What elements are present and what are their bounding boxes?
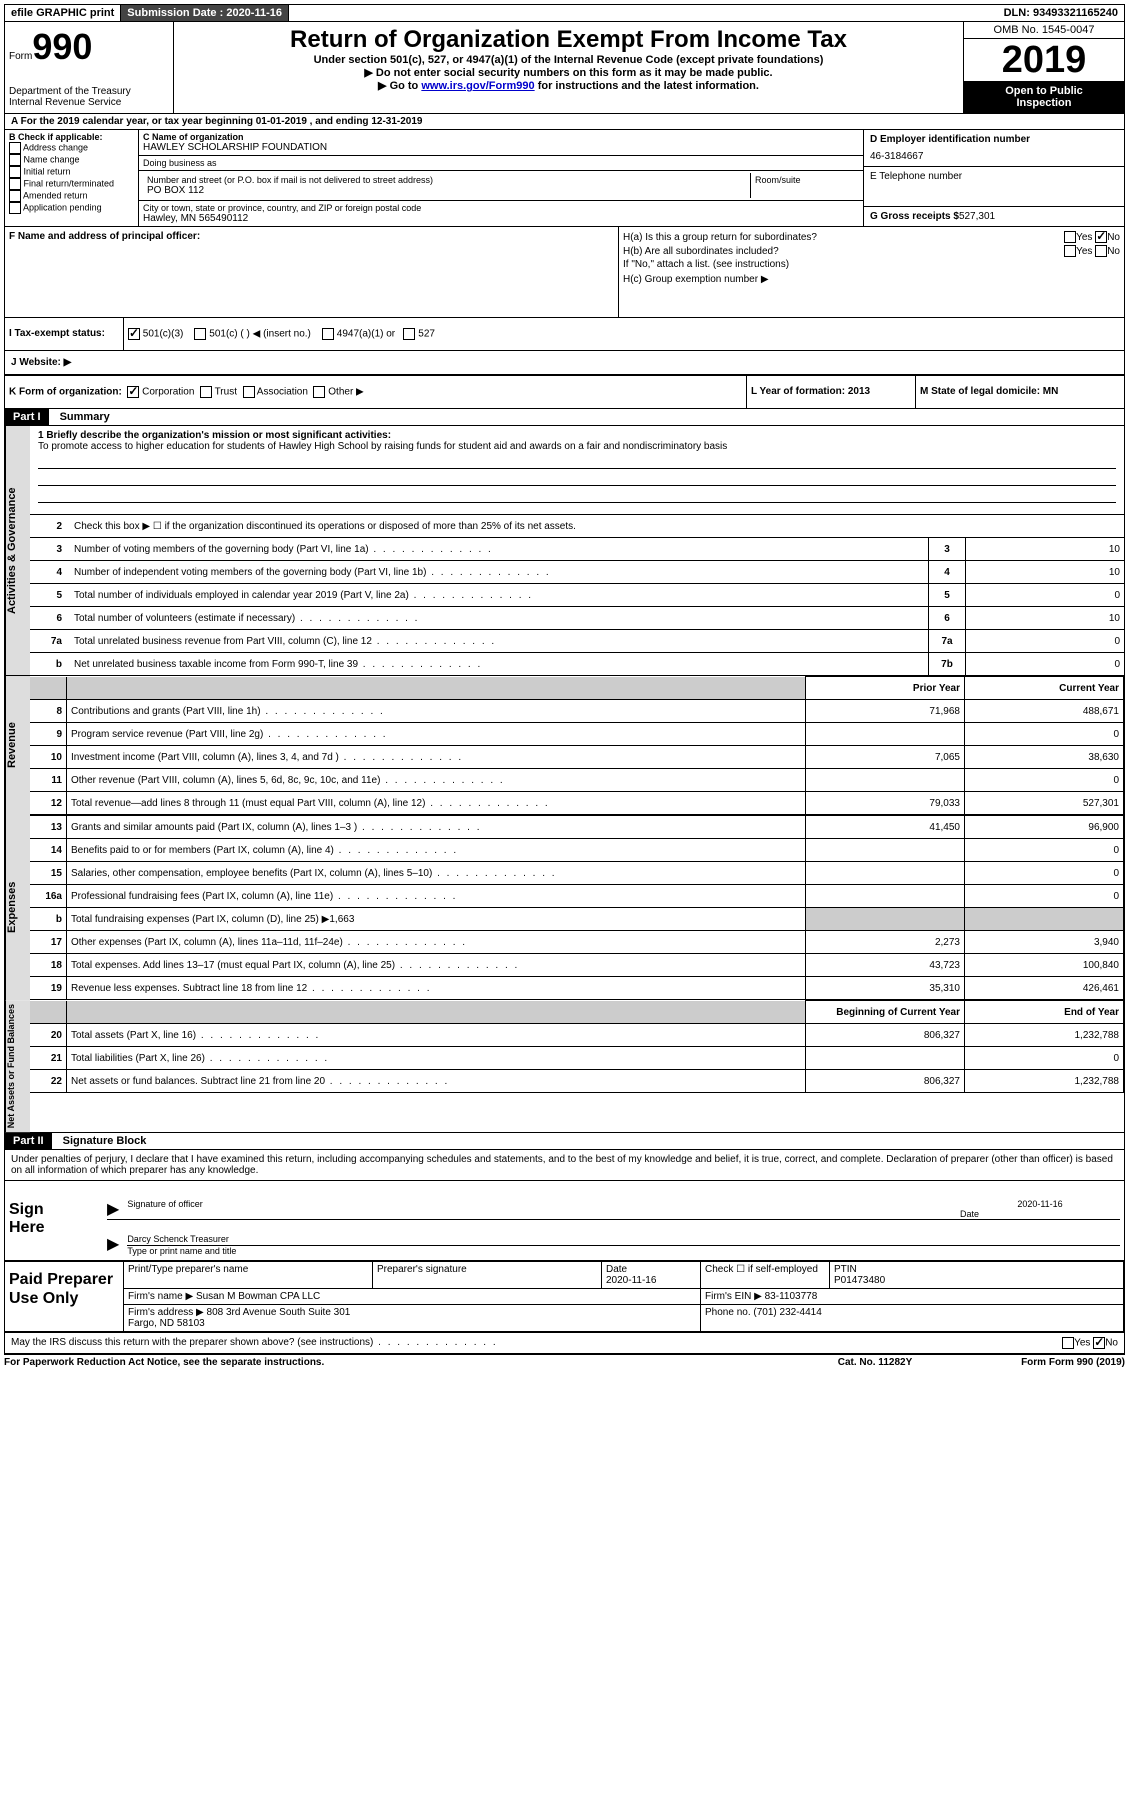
instructions-link[interactable]: www.irs.gov/Form990: [421, 80, 534, 92]
revenue-block: Revenue Prior YearCurrent Year8Contribut…: [5, 676, 1124, 815]
form-title: Return of Organization Exempt From Incom…: [178, 26, 959, 54]
irs-discuss: May the IRS discuss this return with the…: [5, 1333, 1124, 1354]
row-klm: K Form of organization: Corporation Trus…: [5, 376, 1124, 409]
netassets-block: Net Assets or Fund Balances Beginning of…: [5, 1000, 1124, 1133]
part2-header: Part II Signature Block: [5, 1133, 1124, 1150]
form-header: Form990 Department of the Treasury Inter…: [5, 22, 1124, 114]
netassets-table: Beginning of Current YearEnd of Year20To…: [30, 1000, 1124, 1093]
form-container: Form990 Department of the Treasury Inter…: [4, 22, 1125, 1355]
row-a-tax-year: A For the 2019 calendar year, or tax yea…: [5, 114, 1124, 130]
sign-here-block: Sign Here ▶ Signature of officer 2020-11…: [5, 1181, 1124, 1262]
expenses-block: Expenses 13Grants and similar amounts pa…: [5, 815, 1124, 1000]
form-id: Form990 Department of the Treasury Inter…: [5, 22, 174, 113]
perjury-statement: Under penalties of perjury, I declare th…: [5, 1150, 1124, 1181]
governance-block: Activities & Governance 1 Briefly descri…: [5, 426, 1124, 676]
form-year-block: OMB No. 1545-0047 2019 Open to Public In…: [963, 22, 1124, 113]
form-title-block: Return of Organization Exempt From Incom…: [174, 22, 963, 113]
top-bar: efile GRAPHIC print Submission Date : 20…: [4, 4, 1125, 22]
section-b: B Check if applicable: Address change Na…: [5, 130, 139, 226]
preparer-table: Print/Type preparer's name Preparer's si…: [124, 1262, 1124, 1331]
page-footer: For Paperwork Reduction Act Notice, see …: [4, 1355, 1125, 1370]
dln: DLN: 93493321165240: [998, 5, 1124, 21]
mission: 1 Briefly describe the organization's mi…: [30, 426, 1124, 514]
governance-table: 2Check this box ▶ ☐ if the organization …: [30, 514, 1124, 537]
submission-date-button[interactable]: Submission Date : 2020-11-16: [121, 5, 289, 21]
row-b-to-g: B Check if applicable: Address change Na…: [5, 130, 1124, 227]
row-i-tax-status: I Tax-exempt status: 501(c)(3) 501(c) ( …: [5, 318, 1124, 351]
revenue-table: Prior YearCurrent Year8Contributions and…: [30, 676, 1124, 815]
section-d-e-g: D Employer identification number 46-3184…: [863, 130, 1124, 226]
section-f: F Name and address of principal officer:: [5, 227, 618, 317]
paid-preparer-block: Paid Preparer Use Only Print/Type prepar…: [5, 1262, 1124, 1333]
section-c: C Name of organization HAWLEY SCHOLARSHI…: [139, 130, 863, 226]
efile-label: efile GRAPHIC print: [5, 5, 121, 21]
part1-header: Part I Summary: [5, 409, 1124, 426]
row-j-website: J Website: ▶: [5, 351, 1124, 376]
section-h: H(a) Is this a group return for subordin…: [618, 227, 1124, 317]
row-f-h: F Name and address of principal officer:…: [5, 227, 1124, 318]
expenses-table: 13Grants and similar amounts paid (Part …: [30, 815, 1124, 1000]
